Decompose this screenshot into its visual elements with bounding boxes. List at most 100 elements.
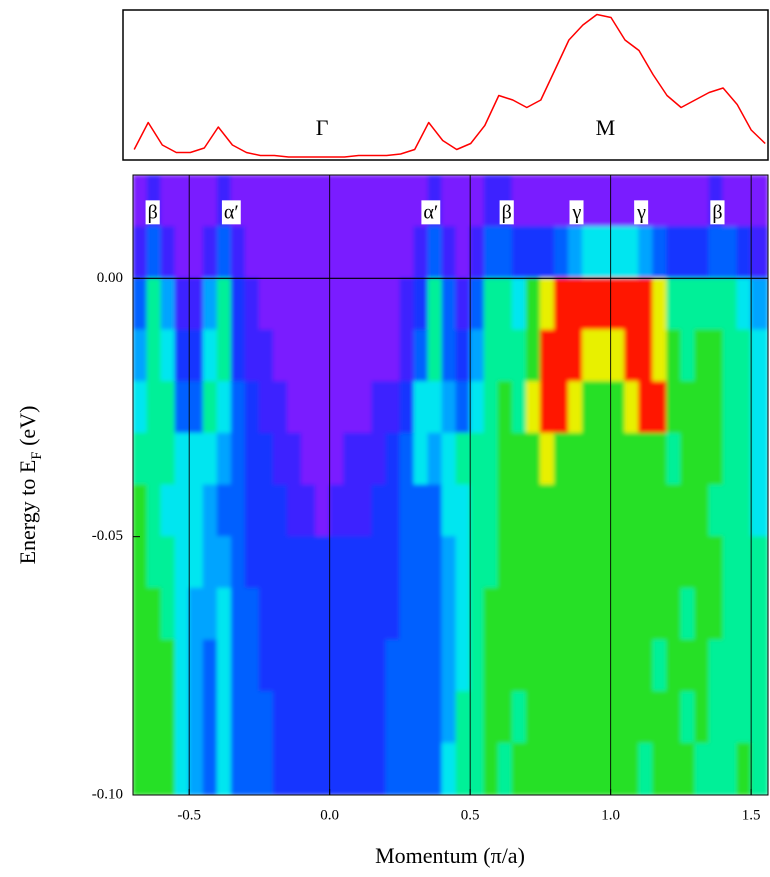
heatmap-cell bbox=[258, 226, 274, 279]
heatmap-cell bbox=[258, 381, 274, 434]
heatmap-clip bbox=[133, 175, 768, 795]
heatmap-cell bbox=[272, 484, 289, 538]
heatmap-cell bbox=[188, 742, 204, 795]
heatmap-cell bbox=[624, 484, 640, 538]
heatmap-cell bbox=[750, 742, 768, 795]
heatmap-cell bbox=[553, 277, 570, 331]
heatmap-cell bbox=[385, 329, 401, 383]
heatmap-cell bbox=[511, 691, 527, 744]
heatmap-cell bbox=[722, 484, 738, 538]
point-label: Γ bbox=[316, 115, 329, 140]
heatmap-cell bbox=[722, 381, 738, 434]
heatmap-cell bbox=[427, 639, 443, 693]
y-axis-label: Energy to EF (eV) bbox=[15, 406, 45, 565]
heatmap-cell bbox=[638, 484, 654, 538]
heatmap-cell bbox=[553, 742, 570, 795]
heatmap-cell bbox=[511, 484, 527, 538]
heatmap-cell bbox=[638, 691, 654, 744]
heatmap-cell bbox=[525, 691, 541, 744]
heatmap-cell bbox=[399, 175, 415, 228]
band-label-bg bbox=[421, 200, 441, 225]
x-tick-label: 0.0 bbox=[320, 807, 339, 823]
heatmap-cell bbox=[708, 536, 724, 589]
heatmap-cell bbox=[230, 536, 246, 589]
heatmap-cell bbox=[582, 639, 598, 693]
heatmap-cell bbox=[750, 432, 768, 486]
heatmap-cell bbox=[202, 277, 218, 331]
heatmap-cell bbox=[596, 691, 612, 744]
heatmap-cell bbox=[680, 175, 696, 228]
heatmap-cell bbox=[343, 691, 359, 744]
heatmap-cell bbox=[750, 639, 768, 693]
heatmap-cell bbox=[708, 381, 724, 434]
heatmap-cell bbox=[413, 226, 429, 279]
heatmap-cell bbox=[511, 329, 527, 383]
heatmap-cell bbox=[385, 277, 401, 331]
heatmap-cell bbox=[483, 536, 499, 589]
heatmap-cell bbox=[736, 587, 752, 641]
heatmap-cell bbox=[680, 329, 696, 383]
heatmap-cell bbox=[553, 381, 570, 434]
band-label-bg bbox=[710, 200, 725, 225]
heatmap-cell bbox=[413, 587, 429, 641]
heatmap-cell bbox=[413, 742, 429, 795]
heatmap-cell bbox=[385, 175, 401, 228]
heatmap-cell bbox=[497, 432, 513, 486]
heatmap-cell bbox=[371, 175, 387, 228]
heatmap-cell bbox=[244, 691, 260, 744]
heatmap-cell bbox=[610, 329, 626, 383]
heatmap-cell bbox=[722, 742, 738, 795]
heatmap-cell bbox=[736, 691, 752, 744]
heatmap-cell bbox=[483, 639, 499, 693]
heatmap-cell bbox=[301, 742, 317, 795]
heatmap-cell bbox=[483, 329, 499, 383]
heatmap-cell bbox=[694, 639, 710, 693]
heatmap-cell bbox=[160, 639, 176, 693]
heatmap-cell bbox=[146, 381, 162, 434]
heatmap-cell bbox=[469, 742, 485, 795]
heatmap-cell bbox=[258, 175, 274, 228]
heatmap-cell bbox=[287, 536, 303, 589]
heatmap-cell bbox=[202, 175, 218, 228]
heatmap-cell bbox=[399, 484, 415, 538]
heatmap-cell bbox=[413, 639, 429, 693]
heatmap-cell bbox=[666, 381, 682, 434]
heatmap-cell bbox=[694, 587, 710, 641]
heatmap-cell bbox=[146, 587, 162, 641]
heatmap-cell bbox=[525, 587, 541, 641]
heatmap-cell bbox=[329, 484, 345, 538]
heatmap-cell bbox=[469, 432, 485, 486]
heatmap-cell bbox=[160, 536, 176, 589]
heatmap-cell bbox=[244, 639, 260, 693]
heatmap-cell bbox=[469, 329, 485, 383]
heatmap-cell bbox=[441, 277, 457, 331]
heatmap-cell bbox=[315, 587, 331, 641]
heatmap-cell bbox=[666, 329, 682, 383]
heatmap-cell bbox=[441, 432, 457, 486]
heatmap-cell bbox=[638, 742, 654, 795]
heatmap-cell bbox=[694, 175, 710, 228]
heatmap-cell bbox=[525, 639, 541, 693]
heatmap-cell bbox=[258, 432, 274, 486]
heatmap-cell bbox=[441, 484, 457, 538]
heatmap-cell bbox=[287, 277, 303, 331]
heatmap-cell bbox=[413, 329, 429, 383]
heatmap-cell bbox=[722, 587, 738, 641]
heatmap-cell bbox=[230, 484, 246, 538]
heatmap-cell bbox=[258, 691, 274, 744]
heatmap-cell bbox=[202, 742, 218, 795]
heatmap-cell bbox=[315, 484, 331, 538]
heatmap-cell bbox=[146, 226, 162, 279]
heatmap-cell bbox=[694, 536, 710, 589]
heatmap-cell bbox=[750, 226, 768, 279]
heatmap-cell bbox=[287, 432, 303, 486]
heatmap-cell bbox=[497, 742, 513, 795]
heatmap-cells bbox=[133, 175, 768, 795]
heatmap-cell bbox=[539, 639, 555, 693]
heatmap-cell bbox=[371, 484, 387, 538]
heatmap-cell bbox=[525, 277, 541, 331]
intensity-panel: #7a1cff#3c22ff#1434ff#0060ff#00a4ff#00e6… bbox=[92, 174, 769, 823]
heatmap-cell bbox=[708, 639, 724, 693]
x-tick-label: -0.5 bbox=[177, 807, 201, 823]
heatmap-cell bbox=[483, 742, 499, 795]
